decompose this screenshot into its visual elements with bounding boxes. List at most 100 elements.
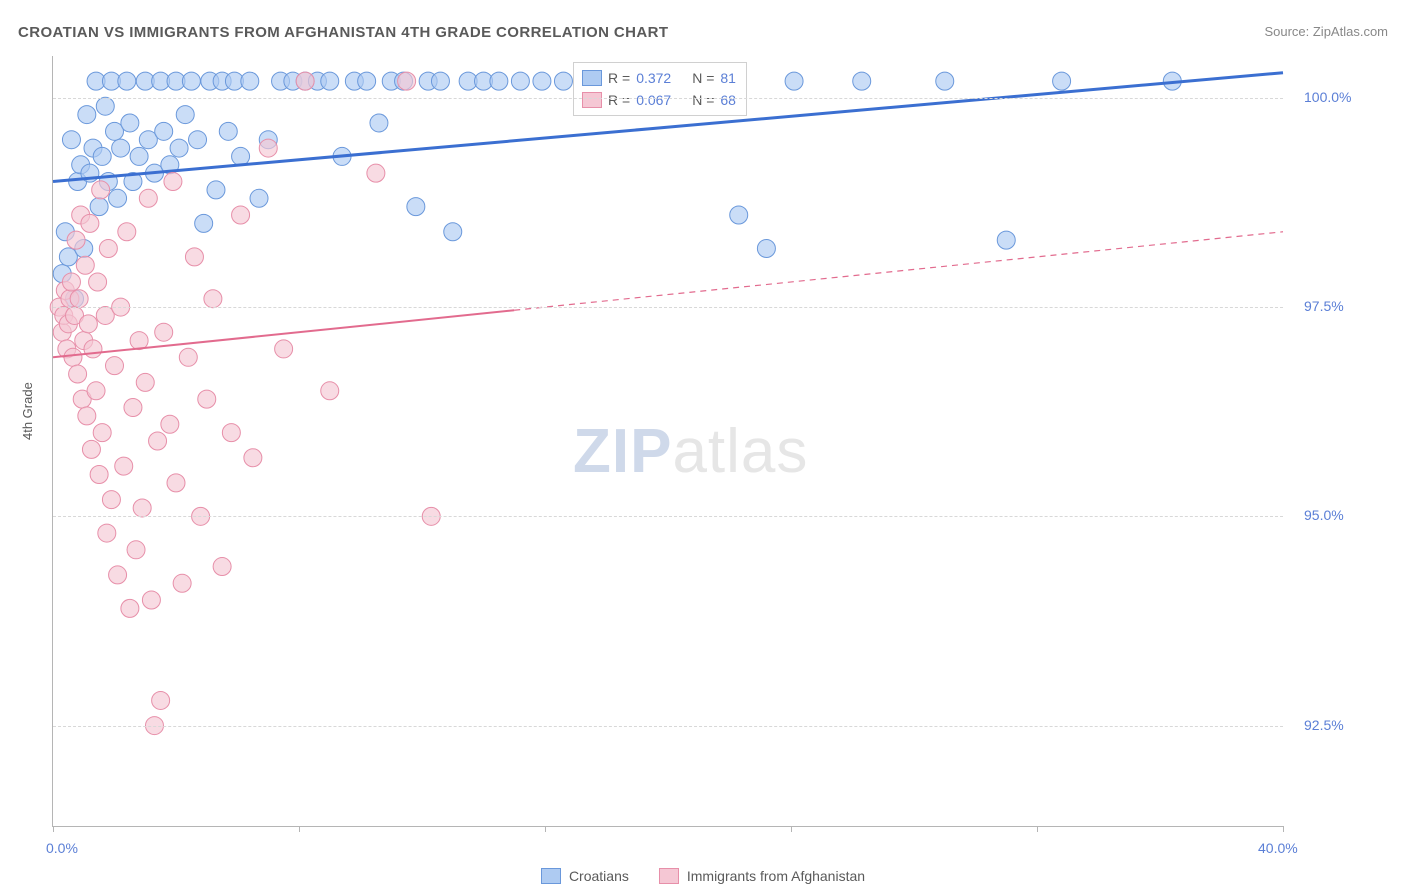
data-point [99,240,117,258]
data-point [81,214,99,232]
x-tick [545,826,546,832]
data-point [321,72,339,90]
stats-legend: R =0.372N =81R =0.067N =68 [573,62,747,116]
data-point [62,273,80,291]
data-point [189,131,207,149]
data-point [407,198,425,216]
data-point [161,415,179,433]
data-point [124,399,142,417]
data-point [118,72,136,90]
legend-r-label: R = [608,89,630,111]
y-tick-label: 97.5% [1304,298,1344,314]
bottom-legend-item: Croatians [541,868,629,884]
data-point [997,231,1015,249]
gridline [53,98,1283,99]
chart-title: CROATIAN VS IMMIGRANTS FROM AFGHANISTAN … [18,24,668,41]
data-point [90,198,108,216]
gridline [53,516,1283,517]
data-point [511,72,529,90]
data-point [241,72,259,90]
data-point [92,181,110,199]
data-point [176,106,194,124]
gridline [53,726,1283,727]
y-tick-label: 92.5% [1304,717,1344,733]
data-point [84,340,102,358]
data-point [490,72,508,90]
data-point [207,181,225,199]
data-point [112,139,130,157]
data-point [757,240,775,258]
data-point [250,189,268,207]
data-point [853,72,871,90]
data-point [130,147,148,165]
data-point [244,449,262,467]
data-point [121,114,139,132]
legend-n-label: N = [692,67,714,89]
data-point [198,390,216,408]
bottom-legend-item: Immigrants from Afghanistan [659,868,865,884]
gridline [53,307,1283,308]
data-point [142,591,160,609]
data-point [179,348,197,366]
data-point [79,315,97,333]
x-tick [53,826,54,832]
data-point [204,290,222,308]
data-point [222,424,240,442]
legend-n-value: 68 [720,89,736,111]
data-point [219,122,237,140]
x-tick [791,826,792,832]
data-point [730,206,748,224]
data-point [398,72,416,90]
data-point [139,189,157,207]
data-point [98,524,116,542]
data-point [115,457,133,475]
legend-n-label: N = [692,89,714,111]
legend-swatch [541,868,561,884]
data-point [127,541,145,559]
data-point [121,599,139,617]
data-point [109,189,127,207]
plot-svg [53,56,1283,826]
data-point [155,122,173,140]
data-point [133,499,151,517]
x-tick [1283,826,1284,832]
data-point [118,223,136,241]
legend-r-value: 0.372 [636,67,686,89]
data-point [78,106,96,124]
legend-swatch [659,868,679,884]
data-point [82,440,100,458]
data-point [87,382,105,400]
data-point [431,72,449,90]
trend-line-dashed [514,232,1283,310]
legend-swatch [582,70,602,86]
data-point [785,72,803,90]
data-point [109,566,127,584]
data-point [106,357,124,375]
data-point [444,223,462,241]
data-point [185,248,203,266]
stats-legend-row: R =0.067N =68 [582,89,736,111]
legend-swatch [582,92,602,108]
data-point [182,72,200,90]
data-point [69,365,87,383]
data-point [358,72,376,90]
data-point [259,139,277,157]
y-axis-label: 4th Grade [20,382,35,440]
legend-r-label: R = [608,67,630,89]
legend-n-value: 81 [720,67,736,89]
data-point [554,72,572,90]
bottom-legend-label: Immigrants from Afghanistan [687,868,865,884]
data-point [170,139,188,157]
x-tick-label: 0.0% [46,840,78,856]
data-point [936,72,954,90]
data-point [213,558,231,576]
data-point [275,340,293,358]
x-tick [1037,826,1038,832]
data-point [102,491,120,509]
data-point [64,348,82,366]
data-point [195,214,213,232]
data-point [76,256,94,274]
x-tick [299,826,300,832]
data-point [90,465,108,483]
data-point [167,474,185,492]
